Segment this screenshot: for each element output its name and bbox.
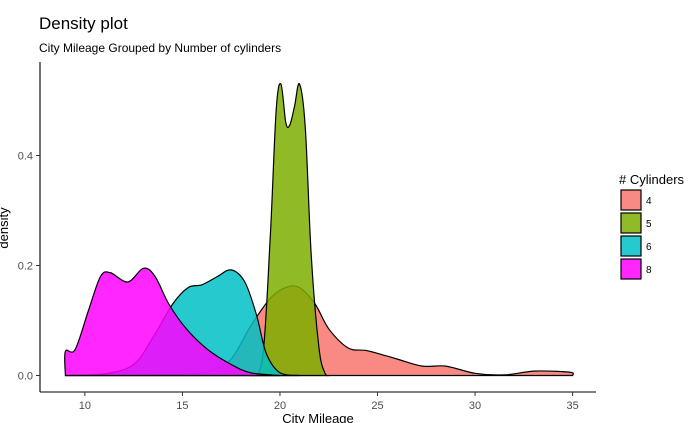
legend-title: # Cylinders — [619, 172, 685, 187]
x-tick-label: 20 — [274, 400, 286, 412]
density-area-8-cylinders — [64, 267, 281, 377]
x-axis-title: City Mileage — [282, 411, 354, 423]
y-tick-label: 0.0 — [18, 371, 33, 383]
legend-swatch-5 — [620, 212, 642, 234]
legend-label-5: 5 — [646, 219, 652, 230]
chart-subtitle: City Mileage Grouped by Number of cylind… — [39, 41, 281, 55]
y-axis-title: density — [0, 207, 11, 249]
x-tick-label: 10 — [79, 400, 91, 412]
legend-label-8: 8 — [646, 265, 652, 276]
density-area-5-cylinders — [249, 83, 331, 377]
y-tick-label: 0.2 — [18, 261, 33, 273]
legend-swatch-8 — [620, 258, 642, 280]
legend: # Cylinders 4 5 6 8 — [619, 172, 685, 280]
y-axis-ticks: 0.0 0.2 0.4 — [18, 151, 40, 383]
x-tick-label: 15 — [176, 400, 188, 412]
legend-swatch-4 — [620, 189, 642, 211]
density-areas — [64, 83, 574, 377]
x-axis-ticks: 10 15 20 25 30 35 — [79, 392, 579, 412]
chart-title: Density plot — [39, 14, 128, 33]
x-tick-label: 35 — [566, 400, 578, 412]
legend-swatch-6 — [620, 235, 642, 257]
y-tick-label: 0.4 — [18, 151, 33, 163]
x-tick-label: 30 — [469, 400, 481, 412]
legend-label-4: 4 — [646, 196, 652, 207]
x-tick-label: 25 — [371, 400, 383, 412]
legend-label-6: 6 — [646, 242, 652, 253]
